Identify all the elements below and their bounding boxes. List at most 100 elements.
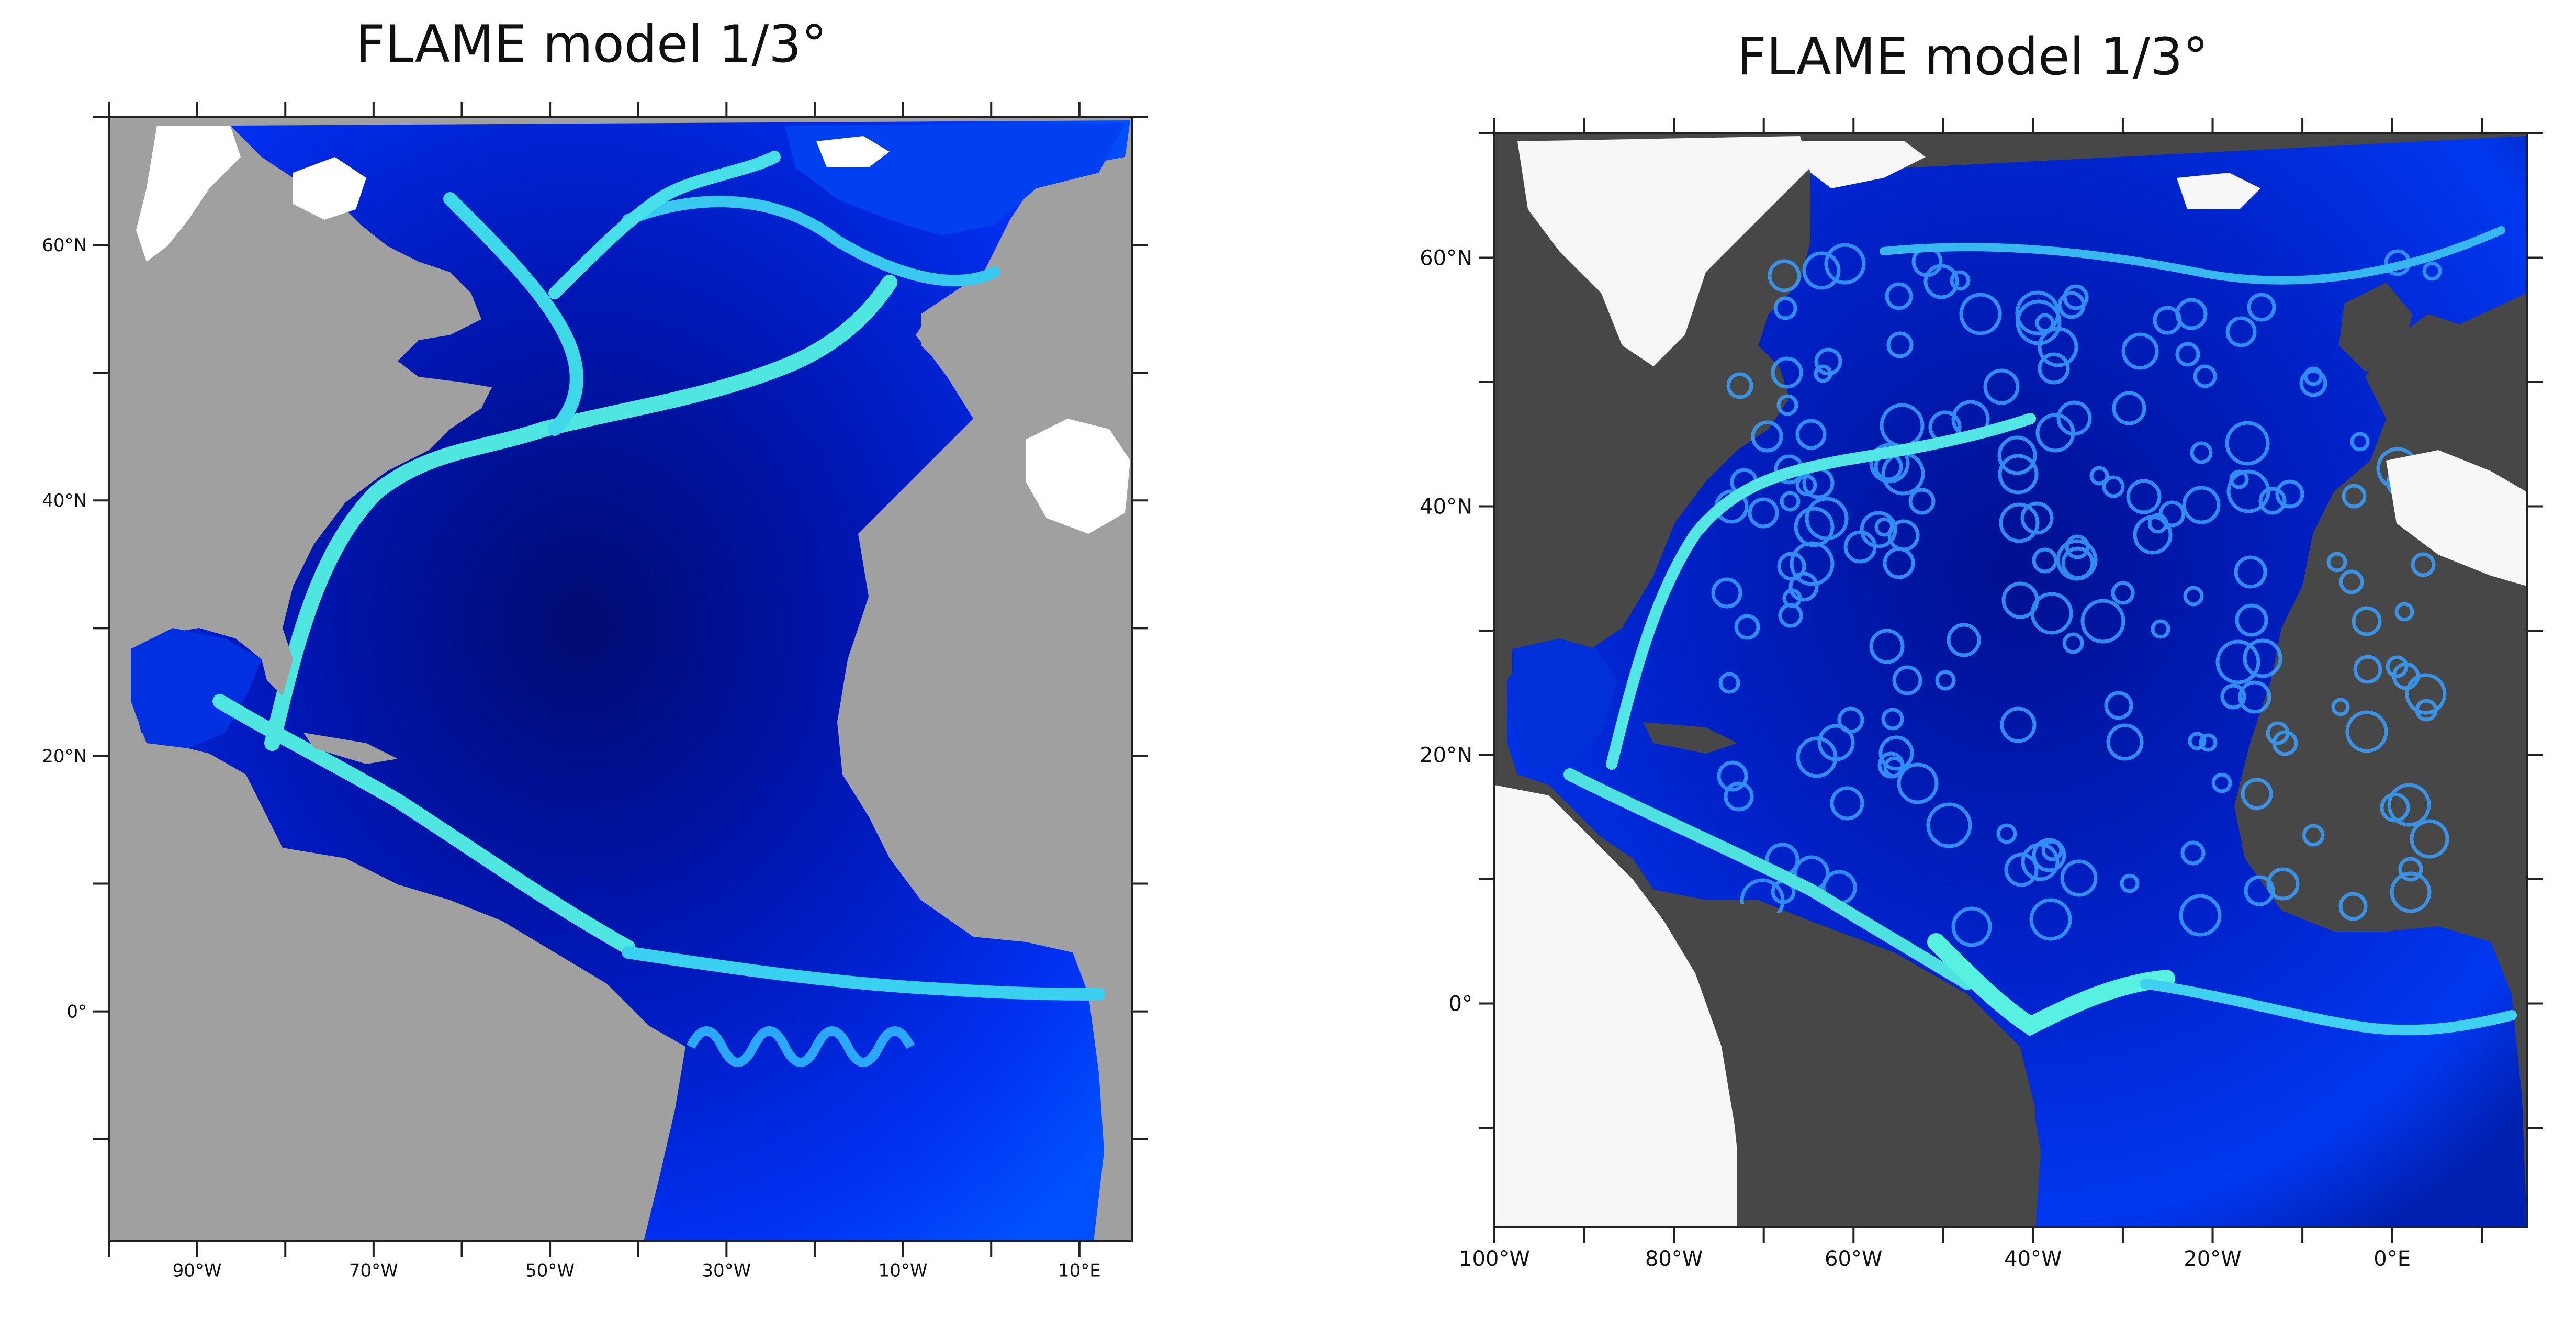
eddy (1773, 296, 1797, 320)
right-gulf-stream (1606, 413, 2036, 770)
right-ice-greenland (1800, 141, 1926, 188)
eddy (1748, 497, 1779, 529)
left-caribbean-current (212, 694, 635, 955)
eddy (2104, 691, 2133, 720)
left-gulf-stream (264, 275, 897, 751)
eddy (2241, 778, 2273, 810)
eddy (1959, 293, 2002, 335)
right-ice-canada (1517, 136, 1810, 366)
eddy (2266, 867, 2300, 901)
eddy (2229, 469, 2249, 489)
eddy (1751, 420, 1783, 453)
eddy (1951, 906, 1992, 947)
left-y-tick-label: 40°N (42, 490, 87, 511)
eddy (2398, 857, 2423, 882)
eddy (2266, 721, 2290, 745)
right-map (1494, 133, 2527, 1227)
eddy (2183, 586, 2204, 607)
eddy (2061, 546, 2095, 580)
right-ocean (1507, 136, 2527, 1227)
left-map-frame (108, 116, 1133, 1242)
right-x-tick-label: 0°E (2373, 1247, 2411, 1271)
left-labrador-current (443, 192, 583, 436)
eddy (2225, 421, 2270, 466)
eddy (2062, 632, 2084, 654)
right-x-tick-label: 20°W (2184, 1247, 2241, 1271)
left-y-tick-label: 0° (66, 1002, 87, 1023)
eddy (2106, 723, 2144, 761)
eddy (2411, 552, 2436, 577)
right-map-frame (1493, 132, 2528, 1228)
eddy (2342, 484, 2367, 509)
left-x-tick-label: 10°W (879, 1260, 928, 1281)
eddy (2235, 603, 2268, 637)
eddy (1782, 588, 1802, 608)
left-x-tick-label: 70°W (349, 1260, 398, 1281)
eddy (1796, 736, 1838, 778)
eddy (1935, 670, 1956, 691)
eddy (2032, 547, 2058, 574)
eddy (2390, 871, 2432, 913)
eddy (2275, 479, 2304, 509)
eddy (2338, 892, 2368, 921)
eddy (2352, 606, 2382, 636)
eddy (2065, 534, 2090, 559)
eddy (1878, 735, 1914, 771)
left-x-tick-label: 10°E (1058, 1260, 1101, 1281)
eddy (2326, 552, 2347, 573)
left-x-tick-label: 50°W (525, 1260, 575, 1281)
left-map (109, 117, 1132, 1241)
eddy (1892, 665, 1922, 695)
eddy (2226, 469, 2270, 513)
eddy (2120, 873, 2140, 893)
left-land-cuba (303, 733, 398, 764)
eddy (2415, 699, 2438, 722)
eddy (2038, 352, 2070, 385)
eddy (2350, 432, 2370, 452)
left-ocean (131, 120, 1130, 1241)
eddy (1926, 802, 1972, 848)
eddy (2345, 710, 2388, 753)
eddy (2188, 732, 2207, 750)
eddy (1947, 623, 1981, 657)
eddy (2111, 581, 2135, 605)
eddy (2410, 819, 2449, 859)
eddy (2238, 680, 2271, 714)
eddy (1814, 347, 1842, 376)
right-x-tick-label: 60°W (1825, 1247, 1882, 1271)
right-north-brazil-current (1927, 933, 2175, 1036)
eddy (1726, 372, 1753, 399)
eddy (1874, 517, 1894, 537)
eddy (1734, 614, 1760, 640)
eddy (2035, 413, 2075, 453)
eddy (2029, 898, 2072, 941)
eddy (1885, 282, 1913, 310)
left-greenland-current (548, 151, 781, 299)
eddy (1776, 394, 1798, 416)
eddy (1790, 541, 1835, 586)
eddy (2302, 824, 2325, 847)
right-y-tick-label: 0° (1449, 992, 1472, 1016)
right-eddy-field (1711, 243, 2449, 947)
left-ice-iceland (816, 136, 890, 167)
right-x-tick-label: 100°W (1459, 1247, 1530, 1271)
eddy (1795, 419, 1827, 450)
left-map-title: FLAME model 1/3° (355, 15, 827, 74)
eddy (1886, 331, 1914, 358)
eddy (1908, 488, 1936, 515)
eddy (2182, 486, 2221, 524)
eddy (2299, 369, 2327, 397)
right-ice-iceland (2177, 173, 2260, 209)
left-land-britain (921, 293, 978, 366)
eddy (1881, 708, 1904, 731)
eddy (2015, 290, 2060, 335)
eddy (2175, 342, 2200, 367)
eddy (2038, 327, 2078, 367)
eddy (2225, 316, 2257, 347)
eddy (2386, 655, 2409, 678)
left-ice-greenland (136, 126, 241, 262)
eddy (2153, 306, 2182, 335)
eddy (2020, 501, 2054, 535)
eddy (2004, 852, 2039, 887)
